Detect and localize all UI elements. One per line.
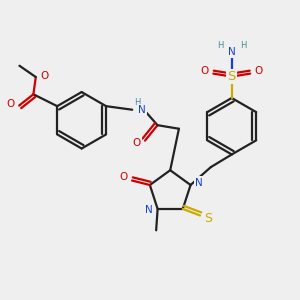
- Text: O: O: [201, 66, 209, 76]
- Text: S: S: [204, 212, 212, 225]
- Text: O: O: [133, 138, 141, 148]
- Text: O: O: [120, 172, 128, 182]
- Text: H: H: [134, 98, 141, 107]
- Text: H: H: [240, 41, 246, 50]
- Text: H: H: [217, 41, 224, 50]
- Text: N: N: [195, 178, 203, 188]
- Text: N: N: [138, 105, 146, 115]
- Text: O: O: [40, 70, 48, 80]
- Text: O: O: [7, 99, 15, 109]
- Text: S: S: [227, 70, 236, 83]
- Text: N: N: [228, 47, 236, 57]
- Text: N: N: [146, 205, 153, 214]
- Text: O: O: [254, 66, 262, 76]
